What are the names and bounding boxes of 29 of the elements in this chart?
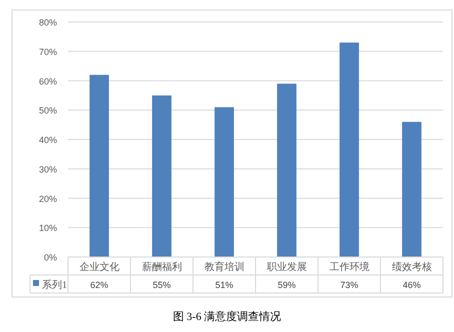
bar — [152, 95, 172, 257]
y-tick-label: 40% — [38, 135, 57, 145]
bar — [214, 107, 234, 257]
x-tick-label: 职业发展 — [266, 261, 307, 273]
y-tick-label: 70% — [38, 46, 57, 57]
data-label: 51% — [215, 280, 234, 290]
data-label: 46% — [402, 280, 421, 290]
x-tick-label: 薪酬福利 — [142, 261, 182, 273]
x-tick-label: 教育培训 — [204, 261, 244, 273]
text: 图 3-6 满意度调查情况 — [172, 310, 282, 323]
legend-label: 系列1 — [42, 279, 67, 291]
x-tick-label: 绩效考核 — [392, 261, 432, 273]
y-tick-label: 30% — [38, 164, 57, 174]
data-label: 62% — [90, 280, 108, 290]
bar — [90, 74, 109, 257]
bar — [402, 122, 422, 257]
y-tick-label: 50% — [38, 106, 57, 116]
x-tick-label: 企业文化 — [79, 261, 120, 273]
bar — [277, 84, 296, 257]
y-tick-label: 60% — [38, 76, 57, 86]
y-tick-label: 80% — [38, 18, 57, 28]
data-label: 55% — [152, 280, 171, 290]
y-tick-label: 0% — [44, 252, 57, 262]
data-label: 59% — [278, 280, 296, 290]
y-tick-label: 10% — [38, 223, 57, 234]
x-tick-label: 工作环境 — [329, 261, 370, 273]
bar — [340, 42, 359, 257]
y-tick-label: 20% — [38, 194, 57, 204]
data-label: 73% — [340, 280, 358, 290]
